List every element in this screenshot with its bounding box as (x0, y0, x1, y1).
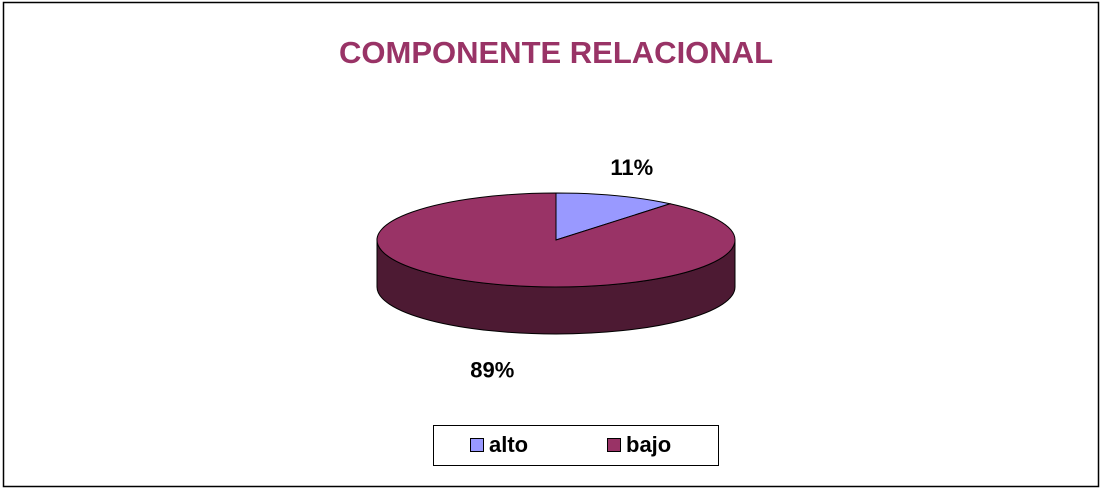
chart-title: COMPONENTE RELACIONAL (339, 35, 773, 70)
legend-label: bajo (626, 432, 671, 457)
pie-slice (555, 192, 673, 241)
legend-swatch (470, 438, 484, 452)
legend-label: alto (489, 432, 528, 457)
data-label: 89% (470, 358, 514, 383)
data-label: 11% (610, 155, 653, 180)
legend-swatch (607, 438, 621, 452)
pie-slice (376, 192, 736, 288)
